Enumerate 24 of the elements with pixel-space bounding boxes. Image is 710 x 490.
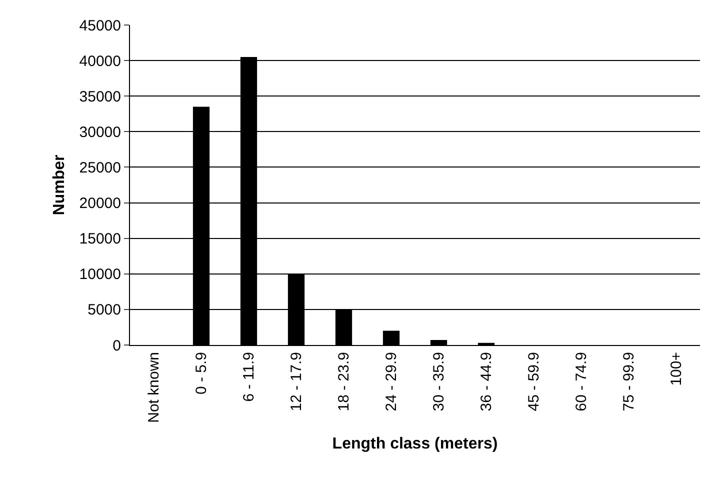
y-tick-label: 0 — [112, 337, 121, 354]
y-axis-title: Number — [51, 154, 68, 216]
x-tick-label: 12 - 17.9 — [288, 352, 306, 412]
y-tick-label: 45000 — [79, 17, 121, 34]
x-tick-label: 0 - 5.9 — [193, 352, 210, 395]
x-tick-label: Not known — [146, 352, 163, 423]
x-tick-label: 36 - 44.9 — [478, 352, 496, 412]
y-tick-label: 20000 — [79, 195, 121, 212]
y-tick-label: 5000 — [88, 302, 121, 319]
x-tick-label: 6 - 11.9 — [240, 352, 258, 402]
x-tick-label: 100+ — [668, 352, 686, 386]
x-tick-label: 60 - 74.9 — [573, 352, 590, 412]
y-tick-label: 15000 — [79, 230, 121, 248]
x-axis-title: Length class (meters) — [332, 436, 498, 453]
x-tick-label: 24 - 29.9 — [383, 352, 400, 412]
x-tick-label: 45 - 59.9 — [526, 352, 543, 412]
y-tick-label: 40000 — [79, 52, 121, 70]
y-tick-label: 30000 — [79, 124, 121, 141]
x-tick-label: 75 - 99.9 — [620, 352, 638, 412]
y-tick-label: 10000 — [79, 266, 121, 284]
y-tick-label: 35000 — [79, 88, 121, 106]
x-tick-label: 18 - 23.9 — [336, 352, 353, 412]
y-tick-label: 25000 — [79, 159, 121, 176]
x-tick-label: 30 - 35.9 — [430, 352, 448, 412]
